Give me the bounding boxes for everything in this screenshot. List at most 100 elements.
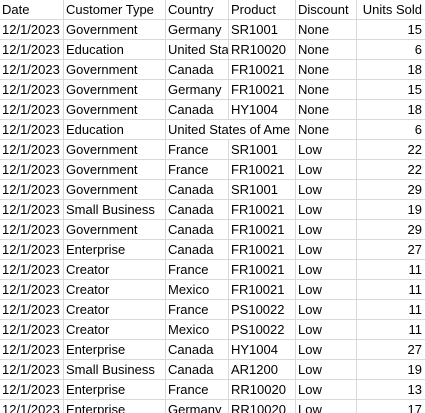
cell-product[interactable]: AR1200 xyxy=(229,360,296,379)
cell-country[interactable]: Mexico xyxy=(166,320,229,339)
cell-units-sold[interactable]: 17 xyxy=(357,400,426,413)
cell-country[interactable]: France xyxy=(166,380,229,399)
cell-date[interactable]: 12/1/2023 xyxy=(0,60,64,79)
cell-country[interactable]: United States of Ame xyxy=(166,120,296,139)
cell-customer-type[interactable]: Creator xyxy=(64,260,166,279)
cell-country[interactable]: United Sta xyxy=(168,40,229,59)
cell-units-sold[interactable]: 11 xyxy=(357,300,426,319)
cell-product[interactable]: FR10021 xyxy=(229,220,296,239)
cell-discount[interactable]: Low xyxy=(296,180,357,199)
cell-date[interactable]: 12/1/2023 xyxy=(0,260,64,279)
header-product[interactable]: Product xyxy=(229,0,296,19)
header-discount[interactable]: Discount xyxy=(296,0,357,19)
cell-date[interactable]: 12/1/2023 xyxy=(0,400,64,413)
cell-product[interactable]: FR10021 xyxy=(229,240,296,259)
cell-units-sold[interactable]: 15 xyxy=(357,80,426,99)
cell-discount[interactable]: Low xyxy=(296,300,357,319)
cell-date[interactable]: 12/1/2023 xyxy=(0,320,64,339)
cell-discount[interactable]: Low xyxy=(296,360,357,379)
cell-date[interactable]: 12/1/2023 xyxy=(0,300,64,319)
cell-product[interactable]: RR10020 xyxy=(229,400,296,413)
header-customer-type[interactable]: Customer Type xyxy=(64,0,166,19)
cell-date[interactable]: 12/1/2023 xyxy=(0,160,64,179)
cell-discount[interactable]: None xyxy=(296,60,357,79)
cell-date[interactable]: 12/1/2023 xyxy=(0,180,64,199)
cell-discount[interactable]: None xyxy=(296,80,357,99)
header-date[interactable]: Date xyxy=(0,0,64,19)
cell-discount[interactable]: Low xyxy=(296,280,357,299)
cell-discount[interactable]: None xyxy=(296,100,357,119)
cell-customer-type[interactable]: Government xyxy=(64,180,166,199)
cell-product[interactable]: RR10020 xyxy=(229,380,296,399)
cell-customer-type[interactable]: Enterprise xyxy=(64,240,166,259)
cell-units-sold[interactable]: 15 xyxy=(357,20,426,39)
cell-discount[interactable]: Low xyxy=(296,260,357,279)
cell-date[interactable]: 12/1/2023 xyxy=(0,380,64,399)
cell-product[interactable]: HY1004 xyxy=(229,100,296,119)
cell-customer-type[interactable]: Government xyxy=(64,220,166,239)
cell-country[interactable]: Germany xyxy=(166,80,229,99)
cell-units-sold[interactable]: 27 xyxy=(357,240,426,259)
cell-country[interactable]: Canada xyxy=(166,240,229,259)
cell-date[interactable]: 12/1/2023 xyxy=(0,340,64,359)
cell-date[interactable]: 12/1/2023 xyxy=(0,280,64,299)
cell-customer-type[interactable]: Government xyxy=(64,60,166,79)
cell-customer-type[interactable]: Small Business xyxy=(64,360,166,379)
cell-product[interactable]: SR1001 xyxy=(229,140,296,159)
cell-discount[interactable]: Low xyxy=(296,200,357,219)
cell-product[interactable]: FR10021 xyxy=(229,200,296,219)
header-country[interactable]: Country xyxy=(166,0,229,19)
cell-units-sold[interactable]: 6 xyxy=(357,120,426,139)
cell-units-sold[interactable]: 18 xyxy=(357,60,426,79)
cell-customer-type[interactable]: Government xyxy=(64,140,166,159)
cell-customer-type[interactable]: Creator xyxy=(64,320,166,339)
cell-units-sold[interactable]: 22 xyxy=(357,140,426,159)
cell-date[interactable]: 12/1/2023 xyxy=(0,100,64,119)
cell-country[interactable]: France xyxy=(166,260,229,279)
cell-discount[interactable]: Low xyxy=(296,240,357,259)
cell-discount[interactable]: None xyxy=(296,40,357,59)
cell-date[interactable]: 12/1/2023 xyxy=(0,20,64,39)
cell-country[interactable]: Canada xyxy=(166,360,229,379)
cell-country[interactable]: Canada xyxy=(166,180,229,199)
cell-units-sold[interactable]: 6 xyxy=(357,40,426,59)
cell-customer-type[interactable]: Creator xyxy=(64,300,166,319)
cell-discount[interactable]: Low xyxy=(296,140,357,159)
cell-product[interactable]: FR10021 xyxy=(229,60,296,79)
cell-customer-type[interactable]: Enterprise xyxy=(64,400,166,413)
cell-units-sold[interactable]: 18 xyxy=(357,100,426,119)
cell-product[interactable]: RR10020 xyxy=(229,40,296,59)
cell-date[interactable]: 12/1/2023 xyxy=(0,360,64,379)
cell-customer-type[interactable]: Education xyxy=(64,120,166,139)
cell-discount[interactable]: Low xyxy=(296,400,357,413)
cell-product[interactable]: PS10022 xyxy=(229,320,296,339)
cell-units-sold[interactable]: 22 xyxy=(357,160,426,179)
cell-discount[interactable]: Low xyxy=(296,340,357,359)
cell-units-sold[interactable]: 19 xyxy=(357,360,426,379)
cell-date[interactable]: 12/1/2023 xyxy=(0,120,64,139)
cell-units-sold[interactable]: 13 xyxy=(357,380,426,399)
cell-product[interactable]: PS10022 xyxy=(229,300,296,319)
cell-date[interactable]: 12/1/2023 xyxy=(0,140,64,159)
cell-product[interactable]: SR1001 xyxy=(229,180,296,199)
cell-discount[interactable]: Low xyxy=(296,320,357,339)
cell-country[interactable]: France xyxy=(166,300,229,319)
cell-discount[interactable]: Low xyxy=(296,220,357,239)
cell-date[interactable]: 12/1/2023 xyxy=(0,80,64,99)
cell-units-sold[interactable]: 11 xyxy=(357,260,426,279)
cell-country[interactable]: Canada xyxy=(166,340,229,359)
cell-customer-type[interactable]: Creator xyxy=(64,280,166,299)
cell-customer-type[interactable]: Government xyxy=(64,100,166,119)
cell-country[interactable]: Germany xyxy=(166,20,229,39)
cell-customer-type[interactable]: Enterprise xyxy=(64,380,166,399)
cell-discount[interactable]: None xyxy=(296,20,357,39)
cell-product[interactable]: HY1004 xyxy=(229,340,296,359)
cell-country[interactable]: France xyxy=(166,160,229,179)
cell-customer-type[interactable]: Government xyxy=(64,80,166,99)
cell-units-sold[interactable]: 27 xyxy=(357,340,426,359)
cell-customer-type[interactable]: Enterprise xyxy=(64,340,166,359)
cell-discount[interactable]: None xyxy=(296,120,357,139)
cell-country[interactable]: France xyxy=(166,140,229,159)
cell-country[interactable]: Mexico xyxy=(166,280,229,299)
cell-date[interactable]: 12/1/2023 xyxy=(0,240,64,259)
